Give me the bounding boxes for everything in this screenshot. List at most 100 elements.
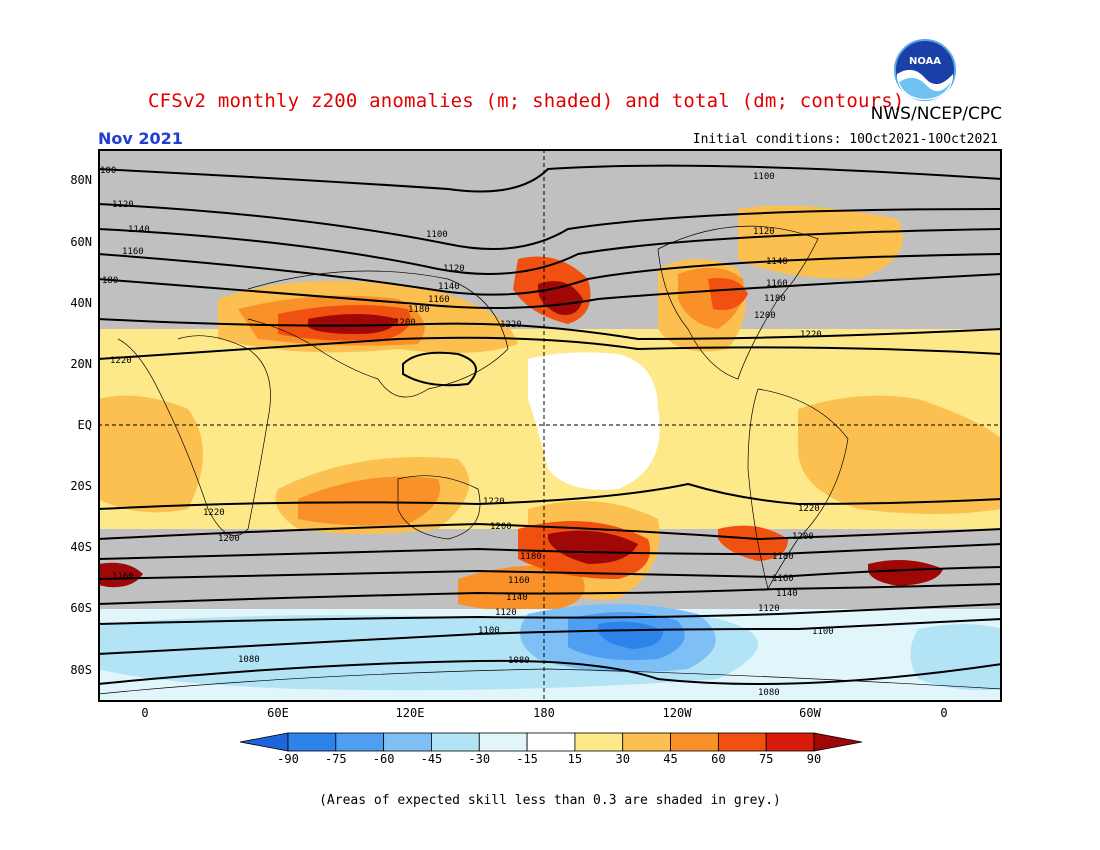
contour-label: 1180 — [764, 294, 786, 304]
contour-1220-north — [98, 336, 1002, 360]
contour-1120-south — [98, 603, 1002, 625]
height-contours — [98, 164, 1002, 685]
contour-label: 1160 — [766, 279, 788, 289]
colorbar-bin — [813, 732, 863, 752]
anomaly-tibet-darkred — [308, 314, 398, 334]
contour-label: 1160 — [428, 295, 450, 305]
contour-label: 1120 — [758, 604, 780, 614]
contour-label: 1080 — [758, 688, 780, 698]
lat-label: 40N — [70, 296, 92, 310]
contour-label: 1100 — [478, 626, 500, 636]
contour-label: 1140 — [438, 282, 460, 292]
contour-label: 1180 — [520, 552, 542, 562]
contour-label: 1120 — [495, 608, 517, 618]
anomaly-south-atlantic-red — [718, 525, 788, 561]
colorbar-bin — [431, 732, 480, 752]
agency-label: NWS/NCEP/CPC — [870, 104, 1002, 124]
contour-label: 1140 — [776, 589, 798, 599]
colorbar-tick-label: 30 — [615, 752, 630, 766]
contour-1180 — [98, 273, 1002, 309]
contour-1160-south — [98, 566, 1002, 580]
contour-label: 100 — [100, 166, 116, 176]
map-panel: 100 1120 1140 1160 180 1220 1100 1120 11… — [98, 149, 1002, 702]
contour-label: 1200 — [754, 311, 776, 321]
anomaly-south-atlantic-darkred — [868, 560, 943, 586]
colorbar-bin — [622, 732, 671, 752]
colorbar-tick-label: 60 — [711, 752, 726, 766]
anomaly-antarctic-darkblue — [598, 621, 663, 649]
contour-label: 1200 — [490, 522, 512, 532]
contour-label: 1140 — [766, 257, 788, 267]
anomaly-antarctic-cyan-east — [910, 624, 1002, 691]
contour-label: 1080 — [508, 656, 530, 666]
contour-1100-south — [98, 618, 1002, 655]
anomaly-southwest-darkred — [98, 562, 143, 588]
contour-label: 1100 — [426, 230, 448, 240]
colorbar-tick-label: -30 — [468, 752, 491, 766]
anomaly-indian-ocean-darkorange — [298, 476, 440, 526]
contour-label: 1140 — [128, 225, 150, 235]
coast-south-america — [747, 388, 849, 591]
contour-1220-south — [98, 482, 1002, 510]
lat-label: EQ — [77, 418, 92, 432]
lat-label: 80S — [70, 663, 92, 677]
lon-label: 60E — [267, 706, 289, 720]
anomaly-south-pacific-darkorange — [458, 565, 585, 611]
contour-1080-south — [98, 659, 1002, 685]
contour-label: 1220 — [203, 508, 225, 518]
colorbar-tick-label: -60 — [372, 752, 395, 766]
colorbar-bin — [287, 732, 337, 752]
contour-label: 1200 — [394, 318, 416, 328]
lat-label: 60S — [70, 601, 92, 615]
contour-label: 1120 — [443, 264, 465, 274]
noaa-logo: NOAA — [893, 38, 957, 102]
contour-labels: 100 1120 1140 1160 180 1220 1100 1120 11… — [100, 166, 834, 698]
map-canvas: 100 1120 1140 1160 180 1220 1100 1120 11… — [98, 149, 1002, 702]
colorbar-bin — [765, 732, 815, 752]
lon-label: 120E — [395, 706, 425, 720]
colorbar-tick-label: 15 — [567, 752, 583, 766]
contour-label: 1200 — [792, 532, 814, 542]
contour-label: 1220 — [798, 504, 820, 514]
lat-label: 60N — [70, 235, 92, 249]
anomaly-great-lakes-red — [708, 278, 748, 310]
colorbar-tick-label: -75 — [324, 752, 347, 766]
contour-label: 1180 — [408, 305, 430, 315]
contour-1140 — [98, 228, 1002, 275]
lat-label: 80N — [70, 173, 92, 187]
contour-label: 1100 — [753, 172, 775, 182]
coast-asia — [247, 270, 509, 398]
contour-label: 1120 — [753, 227, 775, 237]
contour-1160 — [98, 253, 1002, 296]
colorbar-tick-label: -15 — [516, 752, 538, 766]
contour-1200-south — [98, 522, 1002, 541]
contour-1220-closed — [402, 351, 477, 387]
lat-label: 40S — [70, 540, 92, 554]
contour-label: 1080 — [238, 655, 260, 665]
lon-label: 120W — [662, 706, 692, 720]
lon-label: 0 — [940, 706, 948, 720]
lon-label: 60W — [799, 706, 821, 720]
colorbar-bin — [478, 732, 528, 752]
initial-conditions: Initial conditions: 10Oct2021-10Oct2021 — [692, 132, 998, 147]
colorbar-graphic — [239, 732, 863, 752]
colorbar-tick-label: -45 — [420, 752, 443, 766]
colorbar-tick-label: 90 — [806, 752, 822, 766]
contour-label: 180 — [102, 276, 118, 286]
lon-label: 0 — [141, 706, 149, 720]
contour-label: 1220 — [110, 356, 132, 366]
contour-label: 1160 — [772, 574, 794, 584]
colorbar-bin — [335, 732, 385, 752]
contour-label: 1160 — [508, 576, 530, 586]
map-frame — [98, 149, 1002, 702]
colorbar-bin — [383, 732, 432, 752]
contour-label: 1220 — [500, 320, 522, 330]
colorbar-bin — [574, 732, 624, 752]
anomaly-south-pacific-darkred — [548, 530, 638, 564]
lat-label: 20S — [70, 479, 92, 493]
colorbar — [239, 732, 863, 752]
contour-1120 — [98, 203, 1002, 250]
logo-text: NOAA — [909, 56, 941, 67]
coast-north-america — [657, 225, 819, 380]
contour-label: 1100 — [812, 627, 834, 637]
